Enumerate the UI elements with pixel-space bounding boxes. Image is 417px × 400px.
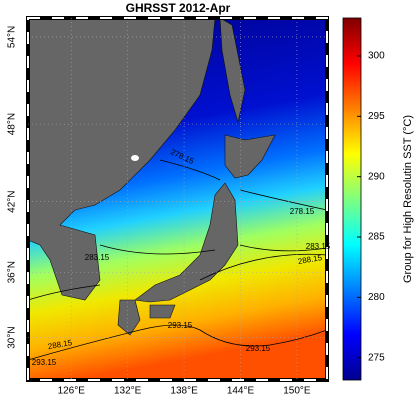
frame-ticks [27, 17, 328, 381]
contour-label: 288.15 [47, 338, 73, 351]
colorbar-tick-label: 300 [368, 51, 385, 62]
contours [27, 159, 328, 361]
lake [131, 155, 139, 161]
lon-tick-label: 132°E [114, 386, 142, 397]
contour-label: 293.15 [246, 344, 271, 353]
lon-tick-label: 138°E [170, 386, 198, 397]
lon-tick-label: 126°E [58, 386, 86, 397]
contour-label: 283.15 [306, 242, 331, 251]
colorbar-tick-label: 280 [368, 292, 385, 303]
lat-tick-label: 36°N [7, 261, 18, 283]
contour-label: 278.15 [290, 207, 315, 216]
lon-tick-label: 150°E [283, 386, 311, 397]
lat-tick-label: 42°N [7, 191, 18, 213]
lat-tick-label: 54°N [7, 26, 18, 48]
contour-label: 293.15 [32, 358, 57, 367]
colorbar-tick-label: 275 [368, 352, 385, 363]
contour-label: 288.15 [297, 253, 323, 266]
colorbar [342, 17, 362, 381]
lat-tick-label: 30°N [7, 326, 18, 348]
colorbar-tick-label: 295 [368, 111, 385, 122]
colorbar-label: Group for High Resolutin SST (°C) [402, 115, 414, 283]
contour-label: 293.15 [168, 321, 193, 330]
lon-tick-label: 144°E [227, 386, 255, 397]
lat-tick-label: 48°N [7, 113, 18, 135]
title: GHRSST 2012-Apr [126, 1, 231, 15]
colorbar-tick-label: 285 [368, 232, 385, 243]
contour-label: 283.15 [85, 253, 110, 262]
colorbar-tick-label: 290 [368, 171, 385, 182]
